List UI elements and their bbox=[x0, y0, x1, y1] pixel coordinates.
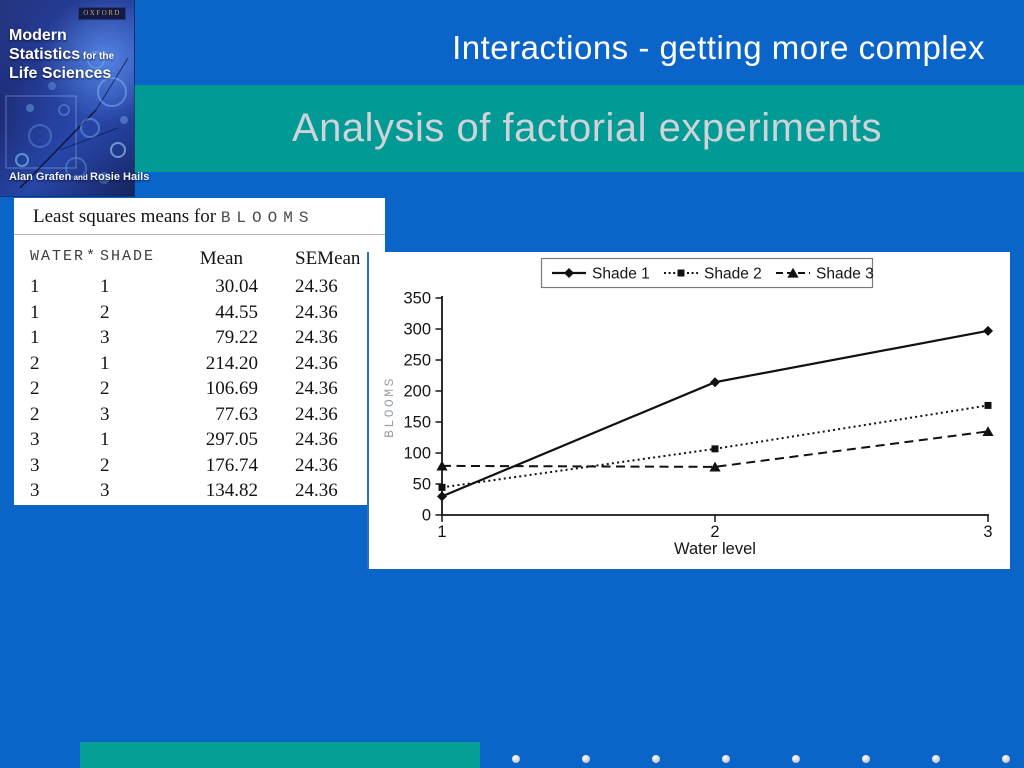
table-cell: 24.36 bbox=[295, 454, 338, 476]
footer-dot bbox=[792, 755, 800, 763]
slide-title: Interactions - getting more complex bbox=[452, 29, 985, 66]
table-cell: 297.05 bbox=[205, 429, 258, 450]
table-cell: 2 bbox=[100, 378, 110, 399]
blooms-chart-panel: 0 50 100 150 200 250 300 350 1 2 3 Water level BLOOM… bbox=[367, 252, 1010, 569]
book-cover-art bbox=[5, 51, 129, 189]
footer-accent-bar bbox=[80, 742, 480, 768]
table-cell: 2 bbox=[30, 378, 40, 399]
table-cell: 2 bbox=[100, 454, 110, 476]
book-cover: OXFORD Modern Statistics for the Life Sc… bbox=[0, 0, 149, 196]
table-cell: 44.55 bbox=[215, 301, 258, 323]
footer-dot bbox=[652, 755, 660, 763]
footer-dot bbox=[722, 755, 730, 763]
svg-text:BLOOMS: BLOOMS bbox=[382, 376, 397, 438]
table-cell: 176.74 bbox=[205, 454, 258, 476]
table-cell: 3 bbox=[100, 403, 110, 425]
table-header-row: WATER * SHADE Mean SEMean bbox=[14, 248, 385, 273]
table-cell: 2 bbox=[30, 352, 40, 374]
lsmeans-panel: Least squares means for BLOOMS WATER * S… bbox=[14, 198, 385, 505]
table-cell: 2 bbox=[30, 403, 40, 425]
svg-text:250: 250 bbox=[403, 352, 431, 370]
col-header-semean: SEMean bbox=[295, 248, 361, 269]
col-header-mean: Mean bbox=[199, 248, 243, 269]
footer-dot bbox=[1002, 755, 1010, 763]
footer-dot bbox=[582, 755, 590, 763]
svg-text:Shade 1: Shade 1 bbox=[592, 266, 650, 283]
svg-text:2: 2 bbox=[710, 523, 719, 541]
svg-text:350: 350 bbox=[403, 290, 431, 308]
table-cell: 1 bbox=[100, 276, 110, 297]
svg-text:0: 0 bbox=[422, 507, 431, 525]
table-cell: 77.63 bbox=[215, 403, 258, 425]
table-row: 1 1 30.04 24.36 bbox=[14, 276, 385, 301]
table-row: 3 3 134.82 24.36 bbox=[14, 480, 385, 505]
table-cell: 24.36 bbox=[295, 276, 338, 297]
table-cell: 30.04 bbox=[215, 276, 258, 297]
table-cell: 24.36 bbox=[295, 429, 338, 450]
col-header-water: WATER bbox=[30, 248, 86, 265]
table-cell: 1 bbox=[30, 327, 40, 348]
table-cell: 24.36 bbox=[295, 403, 338, 425]
table-cell: 3 bbox=[30, 454, 40, 476]
col-header-sep: * bbox=[86, 248, 98, 265]
table-cell: 79.22 bbox=[215, 327, 258, 348]
table-row: 2 2 106.69 24.36 bbox=[14, 378, 385, 403]
footer-dots bbox=[0, 755, 1024, 765]
footer-dot bbox=[512, 755, 520, 763]
svg-text:300: 300 bbox=[403, 321, 431, 339]
table-row: 2 1 214.20 24.36 bbox=[14, 353, 385, 378]
table-cell: 3 bbox=[30, 429, 40, 450]
table-cell: 1 bbox=[100, 352, 110, 374]
table-cell: 214.20 bbox=[205, 352, 258, 374]
svg-text:Shade 3: Shade 3 bbox=[816, 266, 874, 283]
table-cell: 1 bbox=[30, 301, 40, 323]
book-authors: Alan Grafen and Rosie Hails bbox=[9, 171, 150, 183]
lsmeans-heading: Least squares means for BLOOMS bbox=[33, 206, 315, 227]
subtitle-band: Analysis of factorial experiments bbox=[0, 85, 1024, 172]
table-row: 2 3 77.63 24.36 bbox=[14, 404, 385, 429]
table-cell: 24.36 bbox=[295, 327, 338, 348]
table-cell: 1 bbox=[100, 429, 110, 450]
svg-text:Shade 2: Shade 2 bbox=[704, 266, 762, 283]
svg-text:1: 1 bbox=[437, 523, 446, 541]
publisher-badge: OXFORD bbox=[78, 7, 126, 20]
table-cell: 2 bbox=[100, 301, 110, 323]
response-variable: BLOOMS bbox=[220, 209, 315, 227]
table-cell: 1 bbox=[30, 276, 40, 297]
table-cell: 24.36 bbox=[295, 301, 338, 323]
svg-text:200: 200 bbox=[403, 383, 431, 401]
blooms-line-chart: 0 50 100 150 200 250 300 350 1 2 3 Water level BLOOM… bbox=[382, 257, 994, 558]
svg-text:Water level: Water level bbox=[674, 540, 756, 558]
table-cell: 3 bbox=[30, 480, 40, 501]
col-header-shade: SHADE bbox=[100, 248, 156, 265]
table-cell: 3 bbox=[100, 327, 110, 348]
table-row: 3 1 297.05 24.36 bbox=[14, 429, 385, 454]
heading-rule bbox=[14, 234, 385, 235]
table-row: 1 2 44.55 24.36 bbox=[14, 302, 385, 327]
slide-subtitle: Analysis of factorial experiments bbox=[291, 106, 883, 150]
table-cell: 134.82 bbox=[205, 480, 258, 501]
table-row: 3 2 176.74 24.36 bbox=[14, 455, 385, 480]
table-cell: 24.36 bbox=[295, 352, 338, 374]
table-row: 1 3 79.22 24.36 bbox=[14, 327, 385, 352]
svg-text:50: 50 bbox=[413, 476, 431, 494]
footer-dot bbox=[932, 755, 940, 763]
table-cell: 3 bbox=[100, 480, 110, 501]
book-title: Modern Statistics for the Life Sciences bbox=[9, 27, 115, 82]
svg-text:150: 150 bbox=[403, 414, 431, 432]
table-cell: 106.69 bbox=[205, 378, 258, 399]
footer-dot bbox=[862, 755, 870, 763]
svg-text:100: 100 bbox=[403, 445, 431, 463]
svg-text:3: 3 bbox=[983, 523, 992, 541]
table-cell: 24.36 bbox=[295, 378, 338, 399]
table-cell: 24.36 bbox=[295, 480, 338, 501]
